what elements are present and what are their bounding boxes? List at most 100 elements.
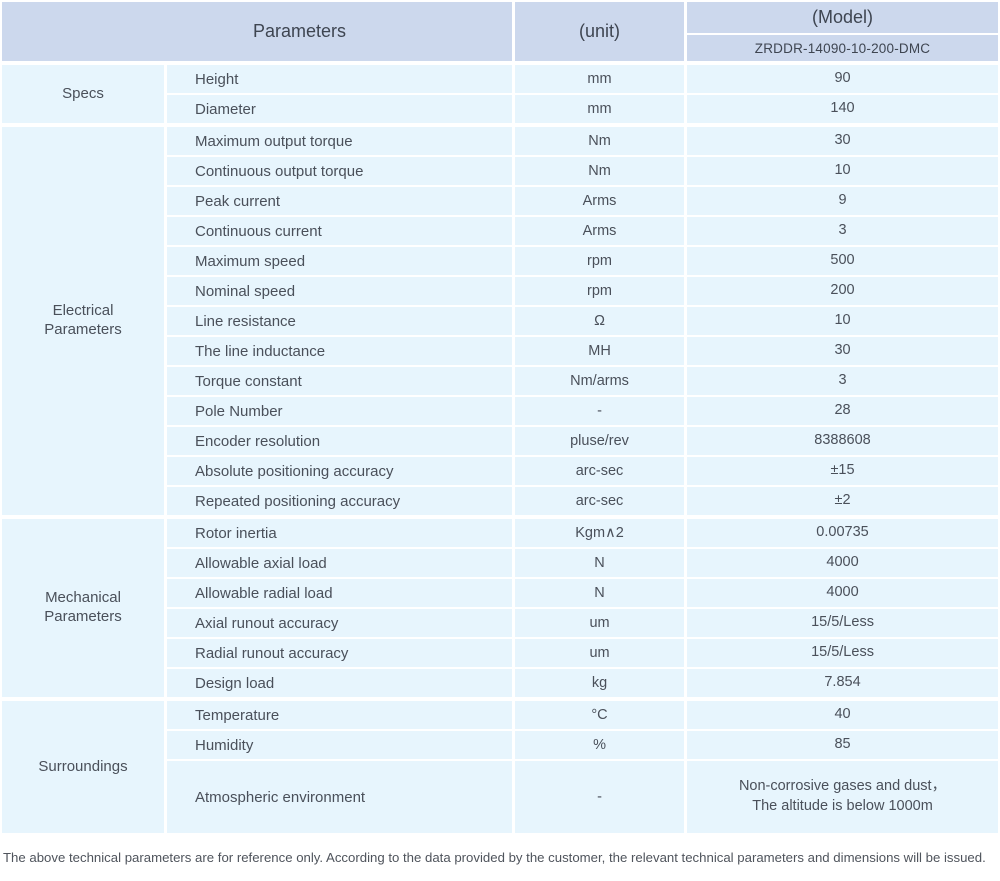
param-cell: Radial runout accuracy xyxy=(167,639,516,669)
table-row: Encoder resolution pluse/rev 8388608 xyxy=(2,427,999,457)
unit-cell: MH xyxy=(515,337,688,367)
table-row: Diameter mm 140 xyxy=(2,95,999,127)
value-cell: 3 xyxy=(687,367,999,397)
table-header: Parameters (unit) (Model) ZRDDR-14090-10… xyxy=(2,2,999,65)
value-cell: 140 xyxy=(687,95,999,127)
value-cell: 90 xyxy=(687,65,999,95)
value-cell: 10 xyxy=(687,157,999,187)
param-cell: Torque constant xyxy=(167,367,516,397)
param-cell: Atmospheric environment xyxy=(167,761,516,837)
unit-cell: mm xyxy=(515,65,688,95)
table-row: Continuous current Arms 3 xyxy=(2,217,999,247)
table-row: Nominal speed rpm 200 xyxy=(2,277,999,307)
table-row: Allowable axial load N 4000 xyxy=(2,549,999,579)
unit-cell: - xyxy=(515,761,688,837)
table-row: Maximum speed rpm 500 xyxy=(2,247,999,277)
unit-cell: N xyxy=(515,549,688,579)
table-row: Atmospheric environment - Non-corrosive … xyxy=(2,761,999,837)
header-row-1: Parameters (unit) (Model) xyxy=(2,2,999,65)
table-row: Design load kg 7.854 xyxy=(2,669,999,701)
unit-cell: Ω xyxy=(515,307,688,337)
group-cell-specs: Specs xyxy=(2,65,167,127)
table-row: Radial runout accuracy um 15/5/Less xyxy=(2,639,999,669)
param-cell: Pole Number xyxy=(167,397,516,427)
table-row: Specs Height mm 90 xyxy=(2,65,999,127)
unit-cell: N xyxy=(515,579,688,609)
unit-cell: Arms xyxy=(515,217,688,247)
unit-cell: um xyxy=(515,609,688,639)
unit-cell: % xyxy=(515,731,688,761)
value-cell: 85 xyxy=(687,731,999,761)
table-row: The line inductance MH 30 xyxy=(2,337,999,367)
param-cell: Peak current xyxy=(167,187,516,217)
value-cell: 40 xyxy=(687,701,999,731)
value-cell: 10 xyxy=(687,307,999,337)
value-cell: 200 xyxy=(687,277,999,307)
value-cell: Non-corrosive gases and dust， The altitu… xyxy=(687,761,999,837)
table-row: Torque constant Nm/arms 3 xyxy=(2,367,999,397)
param-cell: Continuous output torque xyxy=(167,157,516,187)
value-cell: 28 xyxy=(687,397,999,427)
unit-cell: Kgm∧2 xyxy=(515,519,688,549)
table-row: Peak current Arms 9 xyxy=(2,187,999,217)
unit-cell: rpm xyxy=(515,247,688,277)
value-cell: 4000 xyxy=(687,549,999,579)
footer-note: The above technical parameters are for r… xyxy=(3,850,986,865)
header-row-2: ZRDDR-14090-10-200-DMC xyxy=(2,35,999,65)
table-row: Continuous output torque Nm 10 xyxy=(2,157,999,187)
header-model-number: ZRDDR-14090-10-200-DMC xyxy=(687,35,999,65)
param-cell: Encoder resolution xyxy=(167,427,516,457)
unit-cell: arc-sec xyxy=(515,487,688,519)
unit-cell: mm xyxy=(515,95,688,127)
unit-cell: - xyxy=(515,397,688,427)
param-cell: Diameter xyxy=(167,95,516,127)
table-row: Absolute positioning accuracy arc-sec ±1… xyxy=(2,457,999,487)
param-cell: Line resistance xyxy=(167,307,516,337)
param-cell: Design load xyxy=(167,669,516,701)
table-row: Humidity % 85 xyxy=(2,731,999,761)
value-cell: ±2 xyxy=(687,487,999,519)
value-cell: 9 xyxy=(687,187,999,217)
value-cell: 0.00735 xyxy=(687,519,999,549)
value-cell: 8388608 xyxy=(687,427,999,457)
unit-cell: Nm xyxy=(515,157,688,187)
table-row: Electrical Parameters Maximum output tor… xyxy=(2,127,999,519)
value-cell: 3 xyxy=(687,217,999,247)
value-cell: 30 xyxy=(687,337,999,367)
spec-table: Parameters (unit) (Model) ZRDDR-14090-10… xyxy=(2,2,999,837)
table-row: Repeated positioning accuracy arc-sec ±2 xyxy=(2,487,999,519)
table-row: Line resistance Ω 10 xyxy=(2,307,999,337)
table-row: Allowable radial load N 4000 xyxy=(2,579,999,609)
param-cell: Maximum output torque xyxy=(167,127,516,157)
unit-cell: rpm xyxy=(515,277,688,307)
param-cell: Allowable axial load xyxy=(167,549,516,579)
table-row: Axial runout accuracy um 15/5/Less xyxy=(2,609,999,639)
param-cell: Maximum speed xyxy=(167,247,516,277)
value-cell: ±15 xyxy=(687,457,999,487)
unit-cell: Arms xyxy=(515,187,688,217)
unit-cell: kg xyxy=(515,669,688,701)
header-parameters: Parameters xyxy=(2,2,516,65)
header-model: (Model) xyxy=(687,2,999,35)
table-row: Mechanical Parameters Rotor inertia Kgm∧… xyxy=(2,519,999,701)
param-cell: Axial runout accuracy xyxy=(167,609,516,639)
param-cell: Temperature xyxy=(167,701,516,731)
unit-cell: pluse/rev xyxy=(515,427,688,457)
value-cell: 30 xyxy=(687,127,999,157)
group-cell-mechanical: Mechanical Parameters xyxy=(2,519,167,701)
param-cell: Allowable radial load xyxy=(167,579,516,609)
param-cell: Repeated positioning accuracy xyxy=(167,487,516,519)
unit-cell: °C xyxy=(515,701,688,731)
group-cell-surroundings: Surroundings xyxy=(2,701,167,837)
param-cell: Height xyxy=(167,65,516,95)
param-cell: Humidity xyxy=(167,731,516,761)
value-cell: 7.854 xyxy=(687,669,999,701)
param-cell: Nominal speed xyxy=(167,277,516,307)
unit-cell: Nm xyxy=(515,127,688,157)
value-cell: 15/5/Less xyxy=(687,609,999,639)
group-cell-electrical: Electrical Parameters xyxy=(2,127,167,519)
unit-cell: arc-sec xyxy=(515,457,688,487)
header-unit: (unit) xyxy=(515,2,688,65)
unit-cell: Nm/arms xyxy=(515,367,688,397)
